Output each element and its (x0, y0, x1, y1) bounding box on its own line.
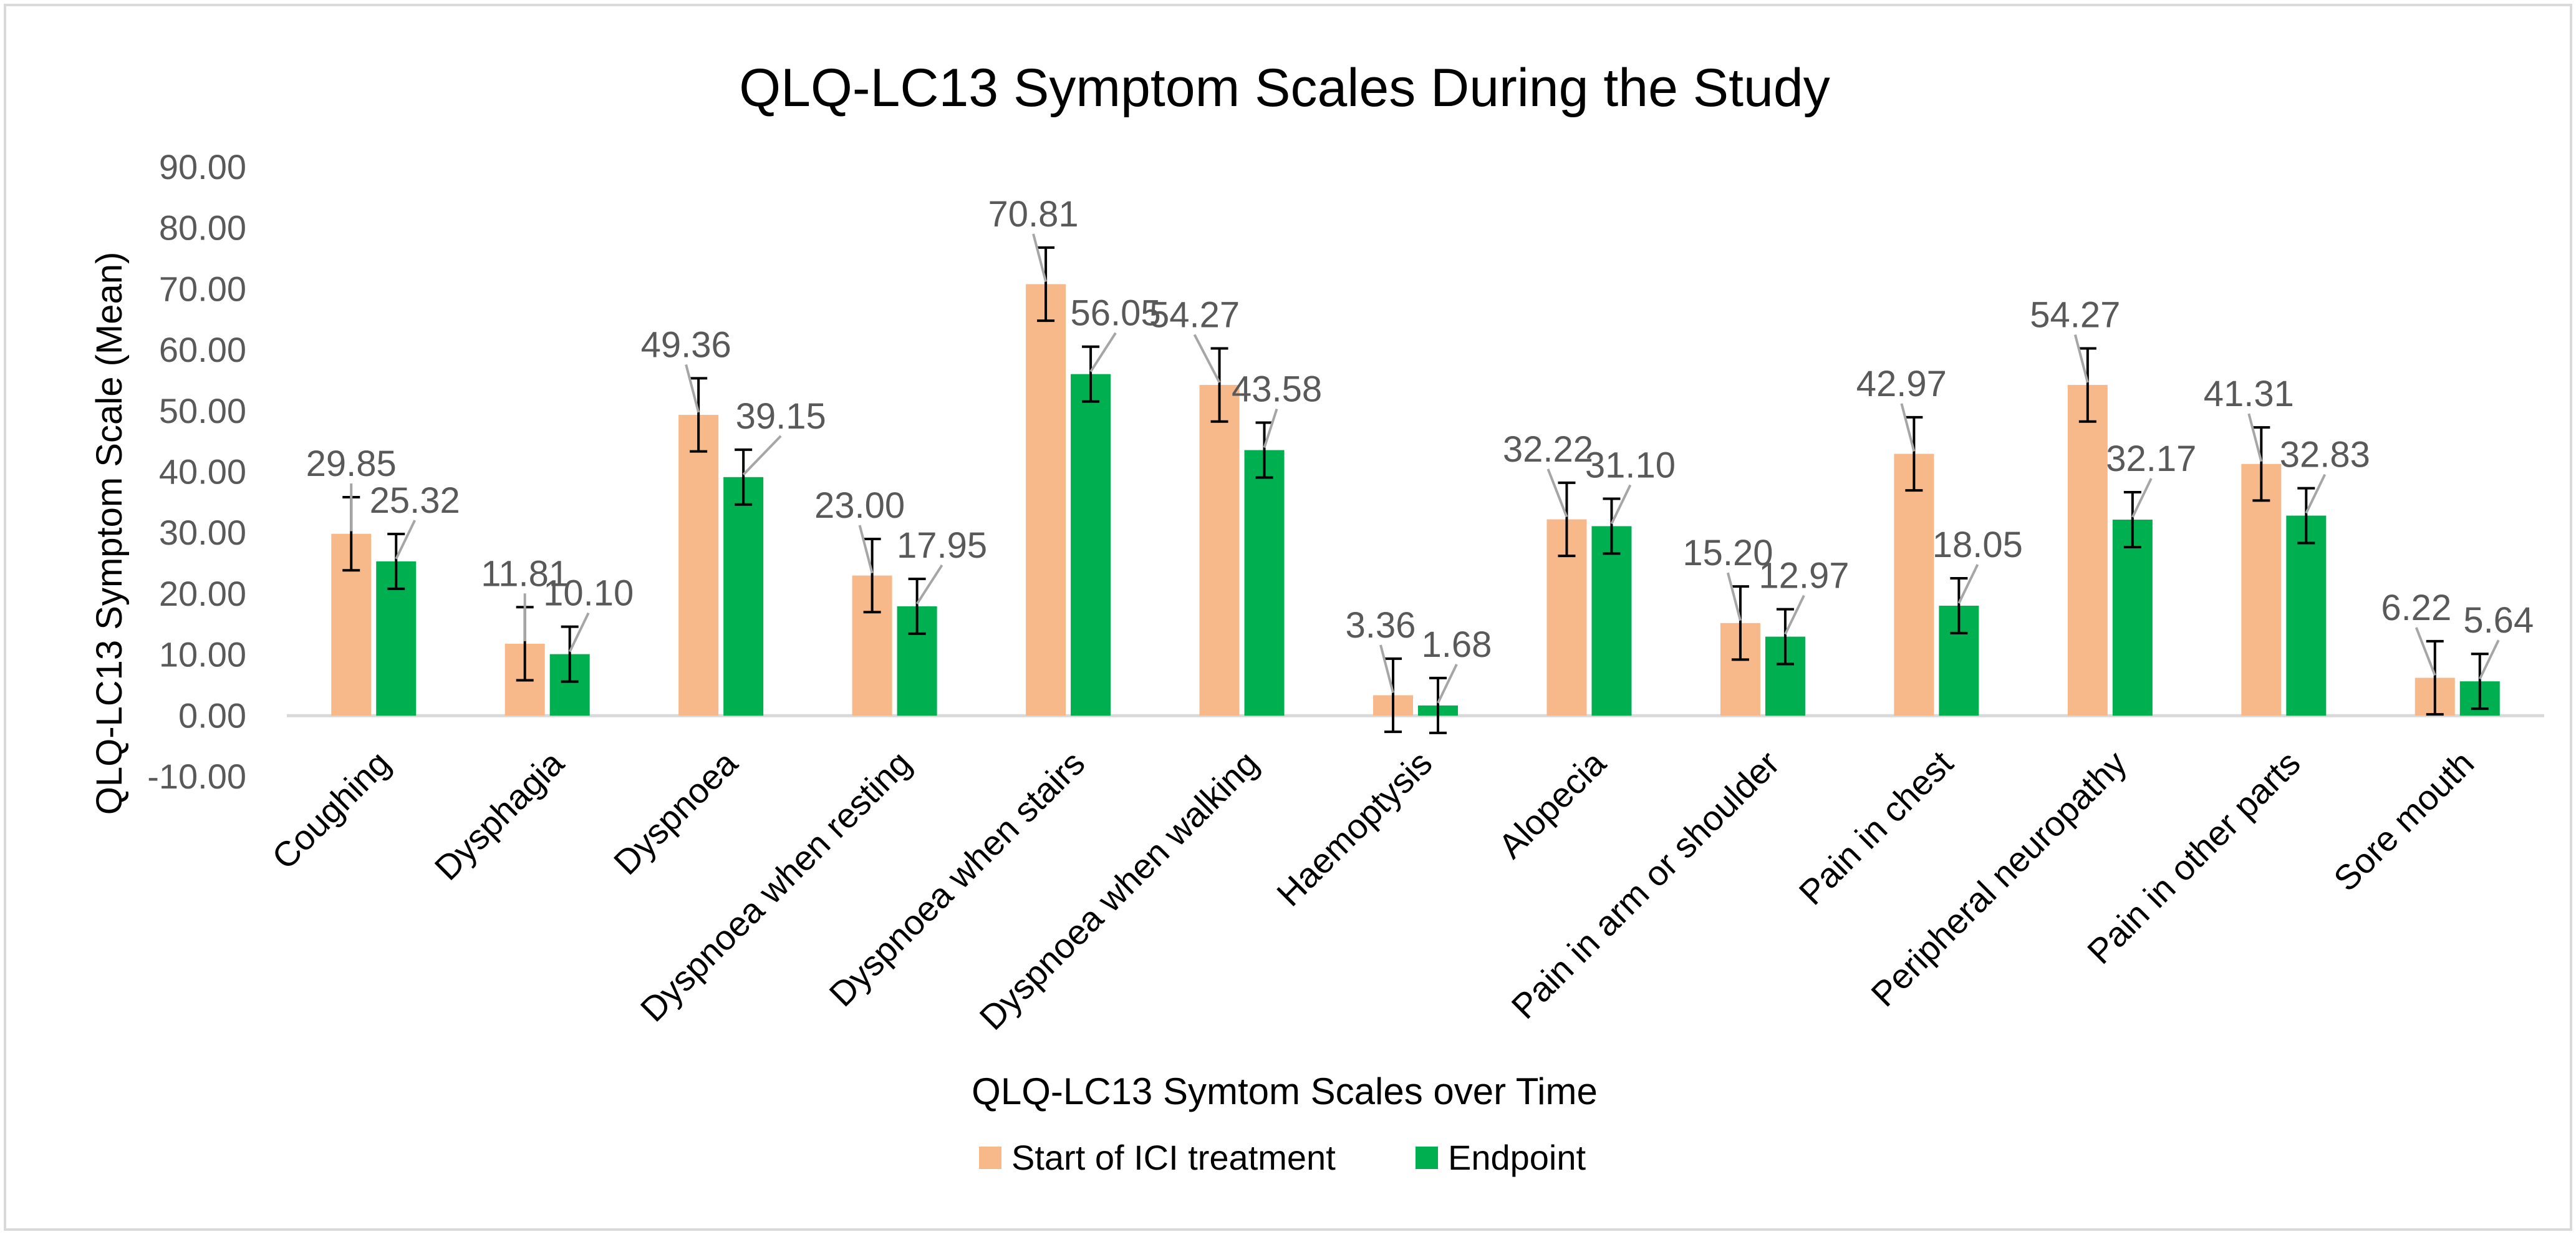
bar-endpoint (2112, 519, 2153, 716)
data-label-start: 54.27 (2030, 294, 2120, 335)
y-tick-label: 0.00 (178, 696, 246, 735)
leader-line (568, 612, 590, 653)
data-label-start: 41.31 (2204, 374, 2294, 414)
data-label-start: 70.81 (988, 194, 1078, 235)
y-tick-label: 20.00 (159, 574, 246, 613)
legend-label-endpoint: Endpoint (1448, 1138, 1586, 1177)
y-tick-label: 10.00 (159, 635, 246, 674)
leader-line (685, 364, 700, 413)
leader-line (1900, 403, 1916, 452)
data-label-endpoint: 32.83 (2280, 435, 2370, 475)
leader-line (1379, 644, 1394, 693)
leader-line (915, 564, 943, 605)
leader-line (1089, 332, 1117, 372)
bar-start (2241, 463, 2282, 716)
leader-line (395, 520, 417, 560)
y-axis-label: QLQ-LC13 Symptom Scale (Mean) (89, 252, 130, 815)
data-label-endpoint: 25.32 (370, 480, 460, 521)
leader-line (1437, 664, 1458, 704)
data-label-endpoint: 10.10 (543, 573, 634, 614)
bar-endpoint (2286, 515, 2327, 716)
leader-line (2131, 478, 2153, 518)
data-label-endpoint: 12.97 (1758, 556, 1849, 596)
data-label-start: 29.85 (306, 444, 397, 484)
bar-start (1199, 385, 1240, 716)
y-tick-label: 60.00 (159, 330, 246, 369)
leader-line (1032, 233, 1048, 282)
legend: Start of ICI treatment Endpoint (979, 1138, 1586, 1177)
data-label-start: 6.22 (2381, 588, 2451, 628)
bar-start (678, 415, 719, 716)
y-tick-label: 90.00 (159, 147, 246, 187)
error-bars (342, 246, 2489, 734)
y-tick-label: -10.00 (147, 757, 246, 796)
data-label-start: 3.36 (1346, 605, 1416, 646)
data-label-endpoint: 5.64 (2463, 600, 2534, 641)
bar-endpoint (1071, 374, 1111, 716)
chart-title: QLQ-LC13 Symptom Scales During the Study (739, 58, 1830, 118)
y-tick-label: 40.00 (159, 452, 246, 492)
bar-start (1026, 284, 1066, 716)
legend-swatch-start (979, 1147, 1001, 1169)
bar-start (2067, 385, 2108, 716)
leader-line (1610, 484, 1632, 525)
data-label-endpoint: 39.15 (736, 396, 826, 437)
leader-line (2247, 413, 2263, 462)
data-label-endpoint: 43.58 (1232, 369, 1322, 410)
data-label-start: 15.20 (1682, 533, 1773, 573)
leader-line (2073, 334, 2089, 383)
leader-line (858, 525, 874, 574)
data-label-endpoint: 17.95 (897, 525, 987, 566)
leader-line (1193, 334, 1221, 384)
leader-line (1546, 468, 1568, 518)
y-tick-label: 50.00 (159, 391, 246, 430)
data-label-start: 54.27 (1149, 294, 1240, 335)
bar-endpoint (723, 477, 764, 716)
leader-line (2478, 639, 2500, 680)
y-tick-label: 70.00 (159, 269, 246, 308)
data-label-start: 11.81 (481, 553, 569, 594)
leader-line (1263, 408, 1278, 449)
data-label-endpoint: 32.17 (2106, 439, 2196, 479)
y-tick-label: 30.00 (159, 513, 246, 552)
leader-line (1726, 572, 1742, 621)
bars (331, 284, 2500, 716)
leader-line (2305, 473, 2327, 514)
leader-line (2414, 627, 2436, 676)
data-label-start: 32.22 (1503, 429, 1593, 470)
bar-endpoint (1591, 526, 1632, 716)
data-label-start: 49.36 (641, 324, 731, 365)
data-label-endpoint: 31.10 (1585, 445, 1676, 485)
leader-line (742, 435, 782, 476)
legend-label-start: Start of ICI treatment (1011, 1138, 1336, 1177)
bar-start (1894, 454, 1934, 716)
y-tick-label: 80.00 (159, 208, 246, 248)
bar-endpoint (1244, 450, 1285, 716)
data-label-endpoint: 56.05 (1070, 293, 1160, 334)
legend-swatch-endpoint (1416, 1147, 1438, 1169)
data-label-start: 42.97 (1856, 364, 1947, 404)
data-label-endpoint: 1.68 (1422, 624, 1492, 665)
leader-lines (350, 233, 2500, 704)
data-label-start: 23.00 (814, 485, 905, 526)
leader-line (1957, 564, 1979, 604)
y-axis-ticks: 90.00 80.00 70.00 60.00 50.00 40.00 30.00 20.00… (147, 147, 246, 796)
data-label-endpoint: 18.05 (1932, 525, 2023, 565)
leader-line (1784, 594, 1805, 635)
x-axis-label: QLQ-LC13 Symtom Scales over Time (972, 1070, 1598, 1112)
